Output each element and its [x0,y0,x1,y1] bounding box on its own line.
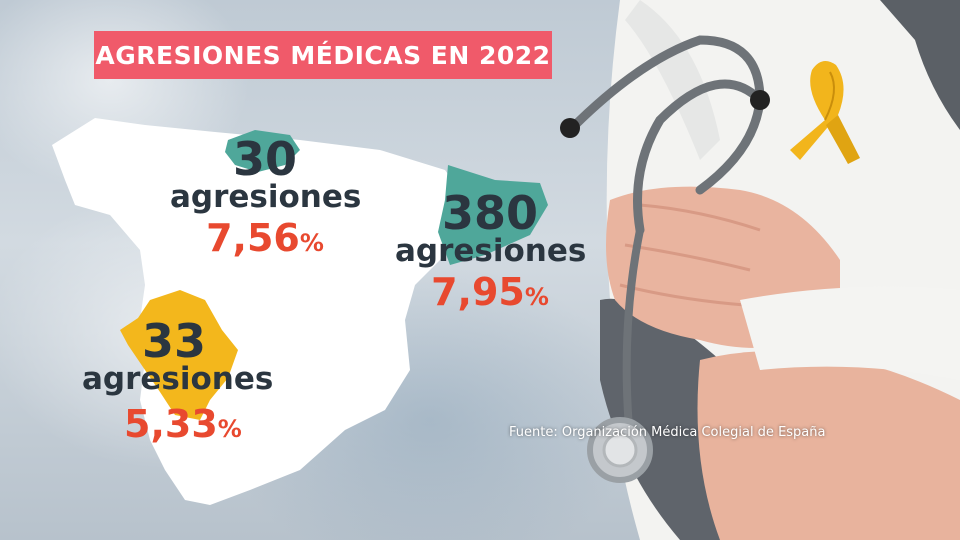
extremadura-region [120,290,238,420]
aggression-label: agresiones [395,233,587,269]
region-stat-asturias: 30 agresiones 7,56% [170,132,362,260]
aggression-label: agresiones [82,361,274,397]
cataluna-region [438,165,548,265]
region-stat-cataluna: 380 agresiones 7,95% [395,186,587,314]
aggression-percent: 5,33% [124,402,242,446]
aggression-label: agresiones [170,179,362,215]
page-title: AGRESIONES MÉDICAS EN 2022 [94,31,552,79]
spain-map [52,118,548,505]
aggression-count: 380 [441,186,539,240]
awareness-ribbon-icon [790,61,860,164]
aggression-percent: 7,56% [206,216,324,260]
doctor-figure [600,0,960,540]
source-credit: Fuente: Organización Médica Colegial de … [509,425,826,440]
stethoscope-icon [560,35,770,483]
aggression-count: 30 [232,132,297,186]
asturias-region [225,130,300,172]
aggression-percent: 7,95% [431,270,549,314]
region-stat-extremadura: 33 agresiones 5,33% [82,314,274,446]
aggression-count: 33 [142,314,207,368]
